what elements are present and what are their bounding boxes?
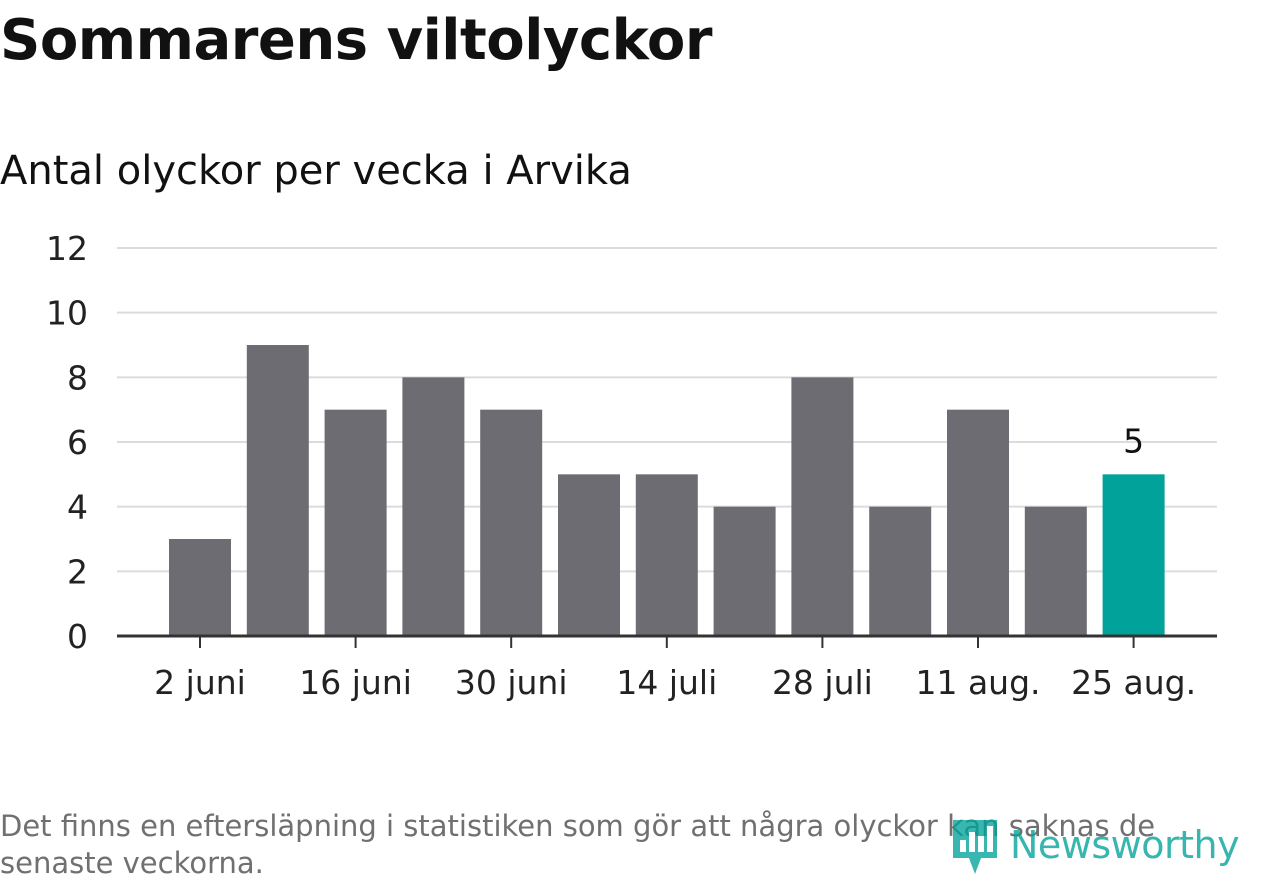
y-tick-label: 8 [67, 358, 88, 397]
x-axis-ticks: 2 juni 16 juni 30 juni 14 juli 28 juli 11 aug… [154, 636, 1196, 702]
x-tick-label: 28 juli [772, 663, 873, 702]
y-tick-label: 0 [67, 617, 88, 656]
x-tick-label: 14 juli [616, 663, 717, 702]
bars [169, 345, 1165, 636]
bar-9-juni [246, 345, 309, 636]
y-tick-label: 2 [67, 552, 88, 591]
bar-7-juli [558, 474, 620, 636]
bar-21-juli [713, 506, 776, 636]
x-tick-label: 11 aug. [915, 663, 1040, 702]
bar-18-aug [1024, 506, 1087, 636]
x-tick-label: 30 juni [455, 663, 568, 702]
newsworthy-logo: Newsworthy [950, 812, 1240, 878]
y-tick-label: 12 [46, 229, 88, 268]
y-tick-label: 4 [67, 488, 88, 527]
bar-4-aug [869, 506, 932, 636]
y-tick-label: 10 [46, 294, 88, 333]
bar-16-juni [324, 409, 387, 636]
bar-23-juni [402, 377, 465, 636]
chart-subtitle: Antal olyckor per vecka i Arvika [0, 148, 632, 194]
bar-14-juli [635, 474, 698, 636]
y-tick-label: 6 [67, 423, 88, 462]
data-label: 5 [1123, 421, 1144, 460]
bar-28-juli [791, 377, 854, 636]
x-tick-label: 25 aug. [1071, 663, 1196, 702]
x-tick-label: 16 juni [299, 663, 412, 702]
bar-25-aug [1102, 474, 1165, 636]
bar-2-juni [169, 539, 231, 636]
chart-title: Sommarens viltolyckor [0, 8, 712, 73]
bar-11-aug [947, 409, 1009, 636]
logo-text: Newsworthy [1010, 823, 1240, 867]
data-labels: 5 [1123, 421, 1144, 460]
x-tick-label: 2 juni [154, 663, 246, 702]
y-axis-ticks: 0 2 4 6 8 10 12 [46, 229, 88, 656]
newsworthy-logo-icon [953, 820, 997, 874]
bar-30-juni [480, 409, 543, 636]
